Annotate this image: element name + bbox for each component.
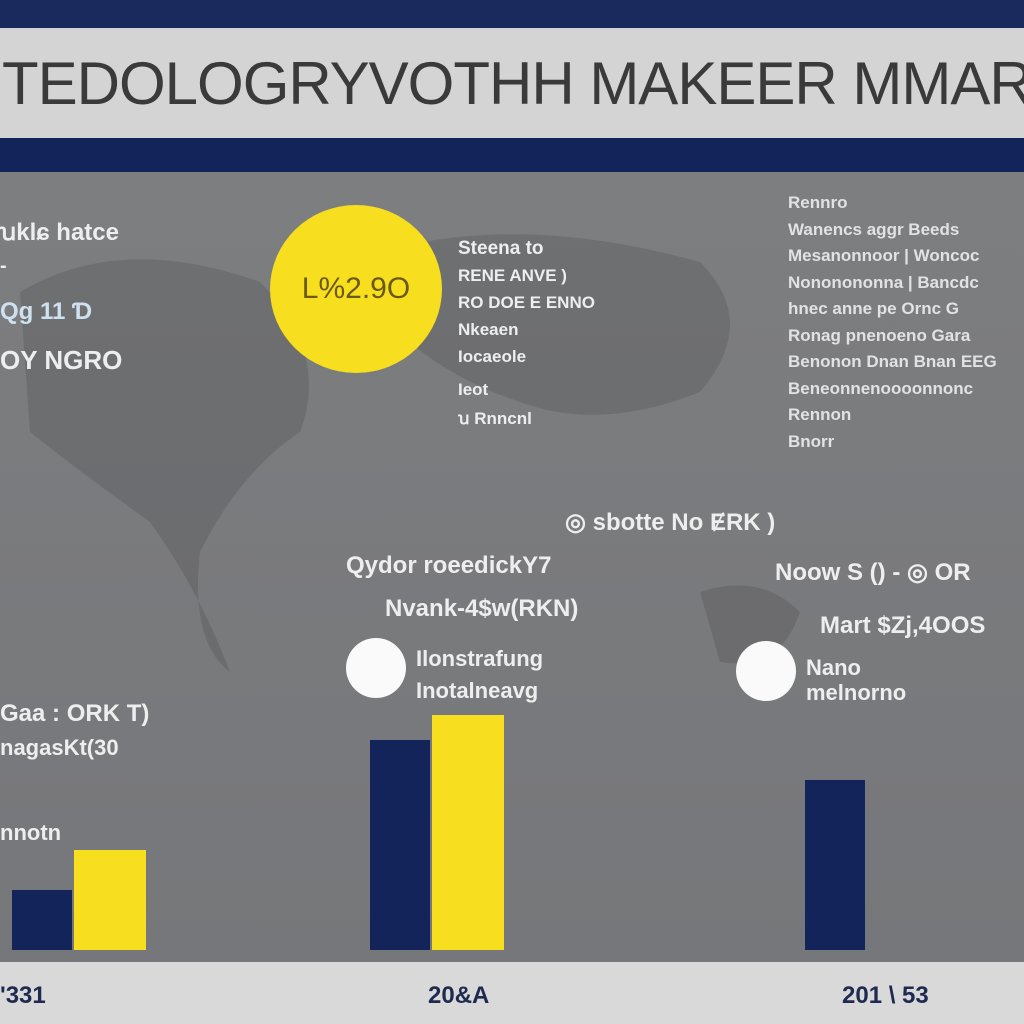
paragraph-line: Benonon Dnan Bnan EEG <box>788 352 997 371</box>
page-title: TEDOLOGRYVOTHH MAKEER MMARKET <box>2 49 1024 117</box>
annotation-center-2: Nvank-4$w(RKN) <box>385 595 579 622</box>
annotation-left-2: nagasKt(30 <box>0 735 119 760</box>
paragraph-line: Mesanonnoor | Woncoc <box>788 246 980 265</box>
left-text-1: ꭒklɕ hatce <box>0 219 119 246</box>
title-band: TEDOLOGRYVOTHH MAKEER MMARKET <box>0 28 1024 138</box>
legend-text: Nano <box>806 655 861 680</box>
bar-yellow-1 <box>432 715 504 950</box>
legend-text: melnorno <box>806 680 907 705</box>
circle-note: Steena to <box>458 238 544 259</box>
legend-dot-icon <box>346 638 406 698</box>
highlight-circle: L%2.9O <box>270 205 442 373</box>
circle-note: RENE ANVE ) <box>458 266 567 285</box>
paragraph-line: Rennon <box>788 405 852 424</box>
bar-yellow-0 <box>74 850 146 950</box>
paragraph-line: Nononononna | Bancdc <box>788 272 979 292</box>
circle-note: Nkeaen <box>458 320 519 339</box>
left-text-4: OY NGRO <box>0 345 123 375</box>
annotation-center-top: ◎ sbotte No ɆRK ) <box>565 509 776 536</box>
annotation-center-1: Qydor roeedickY7 <box>346 552 552 579</box>
left-text-2: - <box>0 255 7 277</box>
bar-navy-0 <box>12 890 72 950</box>
top-bar <box>0 0 1024 28</box>
circle-note: RO DOE E ENNO <box>458 293 595 312</box>
navy-band <box>0 138 1024 172</box>
annotation-right-2: Mart $Zj,4OOS <box>820 612 986 639</box>
legend-dot-icon <box>736 641 796 701</box>
x-tick-label: 201 \ 53 <box>842 982 929 1009</box>
circle-note: Iocaeole <box>458 347 527 366</box>
paragraph-line: Wanencs aggr Beeds <box>788 219 960 239</box>
paragraph-line: Bnorr <box>788 431 835 451</box>
bar-navy-2 <box>805 780 865 950</box>
paragraph-line: Beneonnenoooonnonc <box>788 378 974 398</box>
highlight-value: L%2.9O <box>301 272 411 305</box>
x-tick-label: '331 <box>0 982 46 1009</box>
x-axis-band <box>0 962 1024 1024</box>
circle-note: ꭒ Rnncnl <box>458 409 532 428</box>
left-text-3: Qg 11 Ɗ <box>0 298 93 325</box>
annotation-left-3: nnotn <box>0 820 62 845</box>
x-tick-label: 20&A <box>428 982 490 1009</box>
annotation-left-1: Gaa : ORK T) <box>0 700 150 727</box>
bar-navy-1 <box>370 740 430 950</box>
annotation-right-1: Noow S () - ◎ OR <box>775 559 971 586</box>
paragraph-line: Rennro <box>788 193 848 212</box>
legend-text: Inotalneavg <box>416 678 539 703</box>
world-map-background <box>20 234 800 672</box>
right-paragraph: Rennro Wanencs aggr Beeds Mesanonnoor | … <box>788 190 1024 455</box>
circle-note: Ieot <box>458 380 489 399</box>
paragraph-line: Ronag pnenoeno Gara <box>788 325 971 345</box>
paragraph-line: hnec anne pe Ornc G <box>788 299 959 318</box>
legend-text: Ilonstrafung <box>416 646 544 671</box>
